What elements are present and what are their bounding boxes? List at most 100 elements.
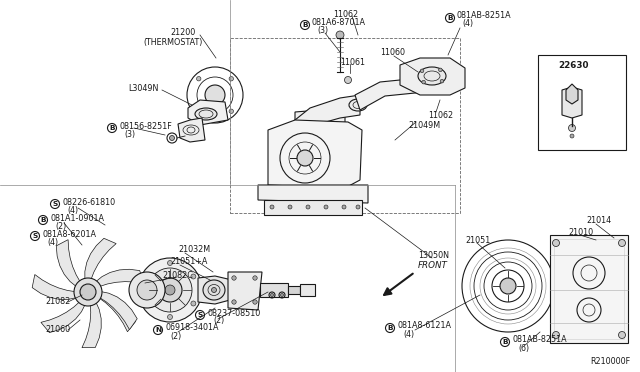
Polygon shape xyxy=(228,272,262,310)
Circle shape xyxy=(232,300,236,304)
Text: B: B xyxy=(502,339,508,345)
Circle shape xyxy=(324,205,328,209)
Bar xyxy=(288,286,300,294)
Polygon shape xyxy=(99,292,136,332)
Text: 11062: 11062 xyxy=(333,10,358,19)
Bar xyxy=(230,38,460,213)
Circle shape xyxy=(288,205,292,209)
Circle shape xyxy=(168,260,173,266)
Text: 21060: 21060 xyxy=(45,326,70,334)
Polygon shape xyxy=(566,84,578,104)
Circle shape xyxy=(440,79,444,83)
Text: B: B xyxy=(109,125,115,131)
Text: (4): (4) xyxy=(67,205,78,215)
Text: N: N xyxy=(155,327,161,333)
Text: FRONT: FRONT xyxy=(418,260,448,269)
Polygon shape xyxy=(56,240,81,287)
Text: 21051: 21051 xyxy=(465,235,490,244)
Circle shape xyxy=(306,205,310,209)
Text: S: S xyxy=(33,233,38,239)
Circle shape xyxy=(618,331,625,339)
Circle shape xyxy=(552,331,559,339)
Polygon shape xyxy=(178,118,205,142)
Text: 081A8-6201A: 081A8-6201A xyxy=(42,230,96,238)
Circle shape xyxy=(253,276,257,280)
Text: (4): (4) xyxy=(403,330,414,339)
Circle shape xyxy=(229,109,234,113)
Circle shape xyxy=(568,125,575,131)
Text: (4): (4) xyxy=(47,237,58,247)
Text: S: S xyxy=(197,312,203,318)
Text: 21082: 21082 xyxy=(45,298,70,307)
Text: (2): (2) xyxy=(170,331,181,340)
Circle shape xyxy=(148,268,192,312)
Polygon shape xyxy=(85,238,116,280)
Circle shape xyxy=(270,205,274,209)
Circle shape xyxy=(129,272,165,308)
Text: (6): (6) xyxy=(518,343,529,353)
Text: 13050N: 13050N xyxy=(418,250,449,260)
Text: 06918-3401A: 06918-3401A xyxy=(165,324,218,333)
Text: 081A8-6121A: 081A8-6121A xyxy=(398,321,452,330)
Text: 22630: 22630 xyxy=(558,61,589,70)
Polygon shape xyxy=(264,200,362,215)
Bar xyxy=(538,55,626,150)
Circle shape xyxy=(137,280,157,300)
Text: S: S xyxy=(52,201,58,207)
Ellipse shape xyxy=(203,280,225,300)
Text: 11062: 11062 xyxy=(428,110,453,119)
Circle shape xyxy=(158,278,182,302)
Circle shape xyxy=(344,77,351,83)
Text: 21082C: 21082C xyxy=(162,270,193,279)
Text: 081A6-8701A: 081A6-8701A xyxy=(312,17,366,26)
Text: 08237-08510: 08237-08510 xyxy=(208,308,261,317)
Ellipse shape xyxy=(195,108,217,120)
Polygon shape xyxy=(355,78,425,110)
Ellipse shape xyxy=(211,288,216,292)
Circle shape xyxy=(356,205,360,209)
Text: (2): (2) xyxy=(55,221,67,231)
Text: 21200: 21200 xyxy=(170,28,195,36)
Circle shape xyxy=(422,80,426,84)
Polygon shape xyxy=(82,301,101,348)
Circle shape xyxy=(552,240,559,247)
Text: B: B xyxy=(302,22,308,28)
Bar xyxy=(300,284,315,296)
Text: 08156-8251F: 08156-8251F xyxy=(119,122,172,131)
Polygon shape xyxy=(188,100,228,125)
Circle shape xyxy=(342,205,346,209)
Circle shape xyxy=(229,77,234,81)
Circle shape xyxy=(438,68,442,72)
Circle shape xyxy=(271,294,273,296)
Text: R210000F: R210000F xyxy=(590,357,630,366)
Text: B: B xyxy=(40,217,45,223)
Circle shape xyxy=(80,284,96,300)
Text: 21014: 21014 xyxy=(586,215,611,224)
Text: (THERMOSTAT): (THERMOSTAT) xyxy=(143,38,202,46)
Text: 11061: 11061 xyxy=(340,58,365,67)
Text: 21032M: 21032M xyxy=(178,246,210,254)
Text: L3049N: L3049N xyxy=(128,83,158,93)
Text: (3): (3) xyxy=(124,129,135,138)
Text: 081A1-0901A: 081A1-0901A xyxy=(50,214,104,222)
Circle shape xyxy=(74,278,102,306)
Text: 08226-61810: 08226-61810 xyxy=(62,198,115,206)
Bar xyxy=(550,235,628,343)
Polygon shape xyxy=(295,108,345,172)
Circle shape xyxy=(168,314,173,320)
Circle shape xyxy=(500,278,516,294)
Ellipse shape xyxy=(418,67,446,85)
Bar xyxy=(554,239,624,339)
Text: (2): (2) xyxy=(213,317,224,326)
Circle shape xyxy=(196,109,201,113)
Text: 21010: 21010 xyxy=(568,228,593,237)
Circle shape xyxy=(280,294,284,296)
Circle shape xyxy=(297,150,313,166)
Polygon shape xyxy=(562,87,582,118)
Polygon shape xyxy=(41,301,86,333)
Circle shape xyxy=(232,276,236,280)
Polygon shape xyxy=(258,185,368,203)
Polygon shape xyxy=(198,276,232,304)
Text: 081AB-8251A: 081AB-8251A xyxy=(513,336,568,344)
Circle shape xyxy=(144,274,149,279)
